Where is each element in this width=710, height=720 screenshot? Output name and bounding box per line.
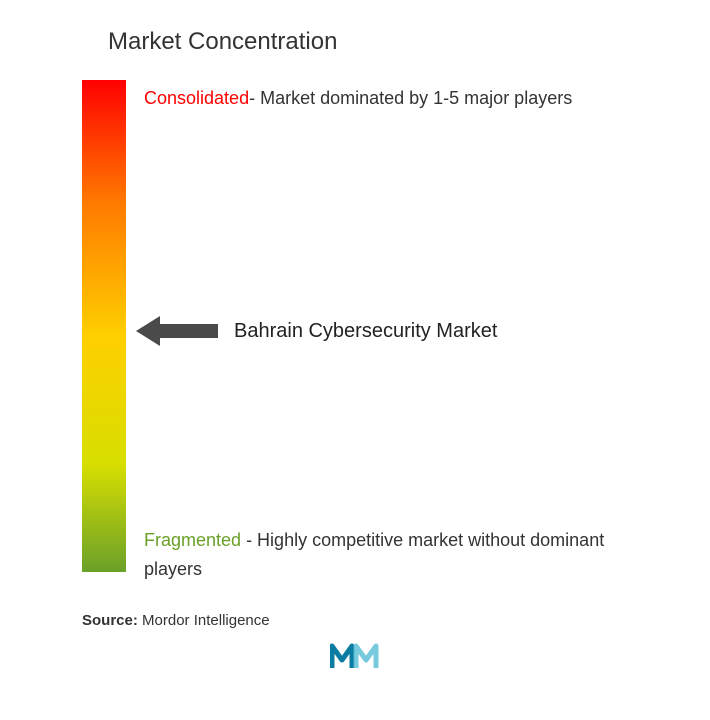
labels-region: Consolidated- Market dominated by 1-5 ma… (126, 80, 662, 572)
market-name-label: Bahrain Cybersecurity Market (234, 320, 497, 343)
source-label: Source: (82, 612, 138, 629)
consolidated-label: Consolidated- Market dominated by 1-5 ma… (144, 86, 572, 111)
arrow-left-icon (136, 314, 218, 348)
gradient-scale-bar (82, 80, 126, 572)
market-position-indicator: Bahrain Cybersecurity Market (136, 314, 497, 348)
fragmented-label: Fragmented - Highly competitive market w… (144, 526, 624, 584)
fragmented-keyword: Fragmented (144, 530, 241, 550)
consolidated-keyword: Consolidated (144, 88, 249, 108)
source-value: Mordor Intelligence (142, 612, 270, 629)
concentration-diagram: Consolidated- Market dominated by 1-5 ma… (48, 80, 662, 572)
page-title: Market Concentration (108, 28, 662, 56)
consolidated-description: - Market dominated by 1-5 major players (249, 88, 572, 108)
source-attribution: Source: Mordor Intelligence (82, 612, 270, 629)
mordor-logo-icon (330, 640, 380, 670)
